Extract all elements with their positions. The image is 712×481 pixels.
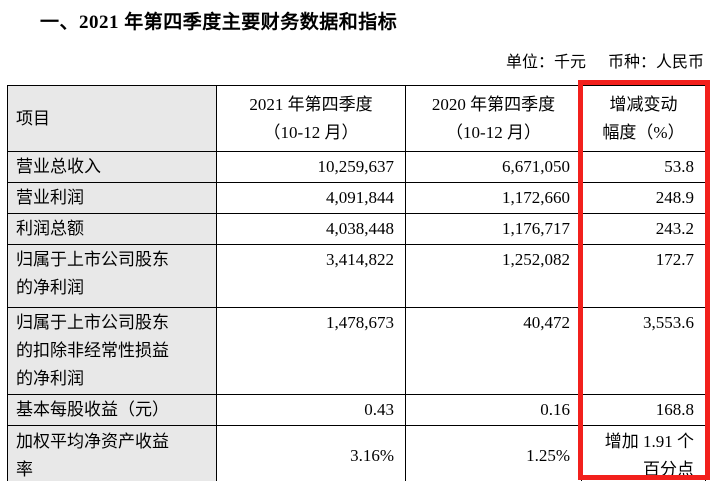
value-2020: 1,176,717 bbox=[405, 213, 582, 245]
value-change: 248.9 bbox=[581, 182, 706, 214]
value-2020: 6,671,050 bbox=[405, 151, 582, 183]
financial-data-table: 项目 2021 年第四季度 （10-12 月） 2020 年第四季度 （10-1… bbox=[7, 85, 706, 481]
value-2021: 4,038,448 bbox=[216, 213, 406, 245]
currency-label: 币种：人民币 bbox=[607, 54, 704, 71]
value-2020: 1.25% bbox=[405, 425, 582, 481]
value-2021: 3.16% bbox=[216, 425, 406, 481]
value-change: 172.7 bbox=[581, 244, 706, 308]
page-title: 一、2021 年第四季度主要财务数据和指标 bbox=[40, 12, 398, 33]
table-row-operating-profit: 营业利润 4,091,844 1,172,660 248.9 bbox=[7, 182, 706, 214]
row-label: 营业利润 bbox=[7, 182, 217, 214]
value-change: 243.2 bbox=[581, 213, 706, 245]
value-change: 增加 1.91 个 百分点 bbox=[581, 425, 706, 481]
value-change: 3,553.6 bbox=[581, 307, 706, 395]
value-2021: 4,091,844 bbox=[216, 182, 406, 214]
value-2020: 40,472 bbox=[405, 307, 582, 395]
table-row-net-profit-attributable: 归属于上市公司股东 的净利润 3,414,822 1,252,082 172.7 bbox=[7, 244, 706, 308]
table-row-total-revenue: 营业总收入 10,259,637 6,671,050 53.8 bbox=[7, 151, 706, 183]
value-2020: 1,252,082 bbox=[405, 244, 582, 308]
table-row-basic-eps: 基本每股收益（元） 0.43 0.16 168.8 bbox=[7, 394, 706, 426]
col-header-2021-q4: 2021 年第四季度 （10-12 月） bbox=[216, 85, 406, 152]
value-change: 53.8 bbox=[581, 151, 706, 183]
table-row-total-profit: 利润总额 4,038,448 1,176,717 243.2 bbox=[7, 213, 706, 245]
col-header-item: 项目 bbox=[7, 85, 217, 152]
value-2021: 3,414,822 bbox=[216, 244, 406, 308]
row-label: 归属于上市公司股东 的扣除非经常性损益 的净利润 bbox=[7, 307, 217, 395]
col-header-2020-q4: 2020 年第四季度 （10-12 月） bbox=[405, 85, 582, 152]
value-2021: 0.43 bbox=[216, 394, 406, 426]
table-row-net-profit-excl-nonrecurring: 归属于上市公司股东 的扣除非经常性损益 的净利润 1,478,673 40,47… bbox=[7, 307, 706, 395]
row-label: 归属于上市公司股东 的净利润 bbox=[7, 244, 217, 308]
row-label: 营业总收入 bbox=[7, 151, 217, 183]
unit-label: 单位：千元 bbox=[505, 54, 586, 71]
value-2020: 0.16 bbox=[405, 394, 582, 426]
table-row-weighted-avg-roe: 加权平均净资产收益 率 3.16% 1.25% 增加 1.91 个 百分点 bbox=[7, 425, 706, 481]
table-header-row: 项目 2021 年第四季度 （10-12 月） 2020 年第四季度 （10-1… bbox=[7, 85, 706, 152]
row-label: 利润总额 bbox=[7, 213, 217, 245]
row-label: 基本每股收益（元） bbox=[7, 394, 217, 426]
value-2020: 1,172,660 bbox=[405, 182, 582, 214]
col-header-change-pct: 增减变动 幅度（%） bbox=[581, 85, 706, 152]
value-2021: 10,259,637 bbox=[216, 151, 406, 183]
value-2021: 1,478,673 bbox=[216, 307, 406, 395]
row-label: 加权平均净资产收益 率 bbox=[7, 425, 217, 481]
unit-currency-line: 单位：千元 币种：人民币 bbox=[0, 48, 712, 72]
value-change: 168.8 bbox=[581, 394, 706, 426]
